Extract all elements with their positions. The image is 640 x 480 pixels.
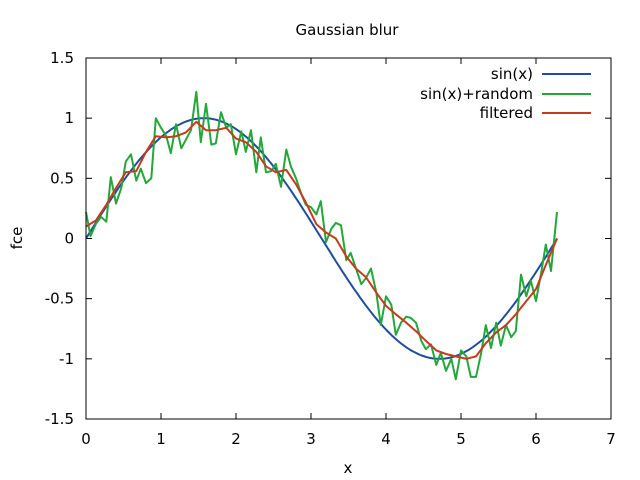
x-tick-label: 0 [81, 430, 91, 448]
legend-label-sin-x-random: sin(x)+random [420, 85, 533, 103]
series-line-sin-x-random [85, 90, 558, 381]
y-tick-label: -0.5 [45, 290, 74, 308]
y-tick-label: -1 [59, 350, 74, 368]
y-tick-label: -1.5 [45, 410, 74, 428]
y-axis-label: fce [8, 227, 26, 250]
x-tick-label: 2 [231, 430, 241, 448]
y-tick-label: 1.5 [50, 49, 74, 67]
legend-label-filtered: filtered [480, 104, 533, 122]
x-tick-label: 6 [531, 430, 541, 448]
y-tick-label: 1 [64, 109, 74, 127]
series-layer [85, 90, 559, 381]
x-tick-label: 1 [156, 430, 166, 448]
y-tick-label: 0.5 [50, 169, 74, 187]
series-line-filtered [85, 120, 558, 360]
y-tick-label: 0 [64, 230, 74, 248]
x-tick-label: 4 [381, 430, 391, 448]
x-tick-label: 5 [456, 430, 466, 448]
x-tick-label: 7 [606, 430, 616, 448]
legend-label-sin-x: sin(x) [491, 65, 533, 83]
x-axis-label: x [344, 459, 353, 477]
chart-title: Gaussian blur [296, 21, 400, 39]
axis-ticks: 0 1 2 3 4 5 6 7 -1.5 -1 -0.5 0 0.5 1 1.5 [45, 49, 616, 448]
plot-frame [85, 57, 612, 420]
x-tick-label: 3 [306, 430, 316, 448]
